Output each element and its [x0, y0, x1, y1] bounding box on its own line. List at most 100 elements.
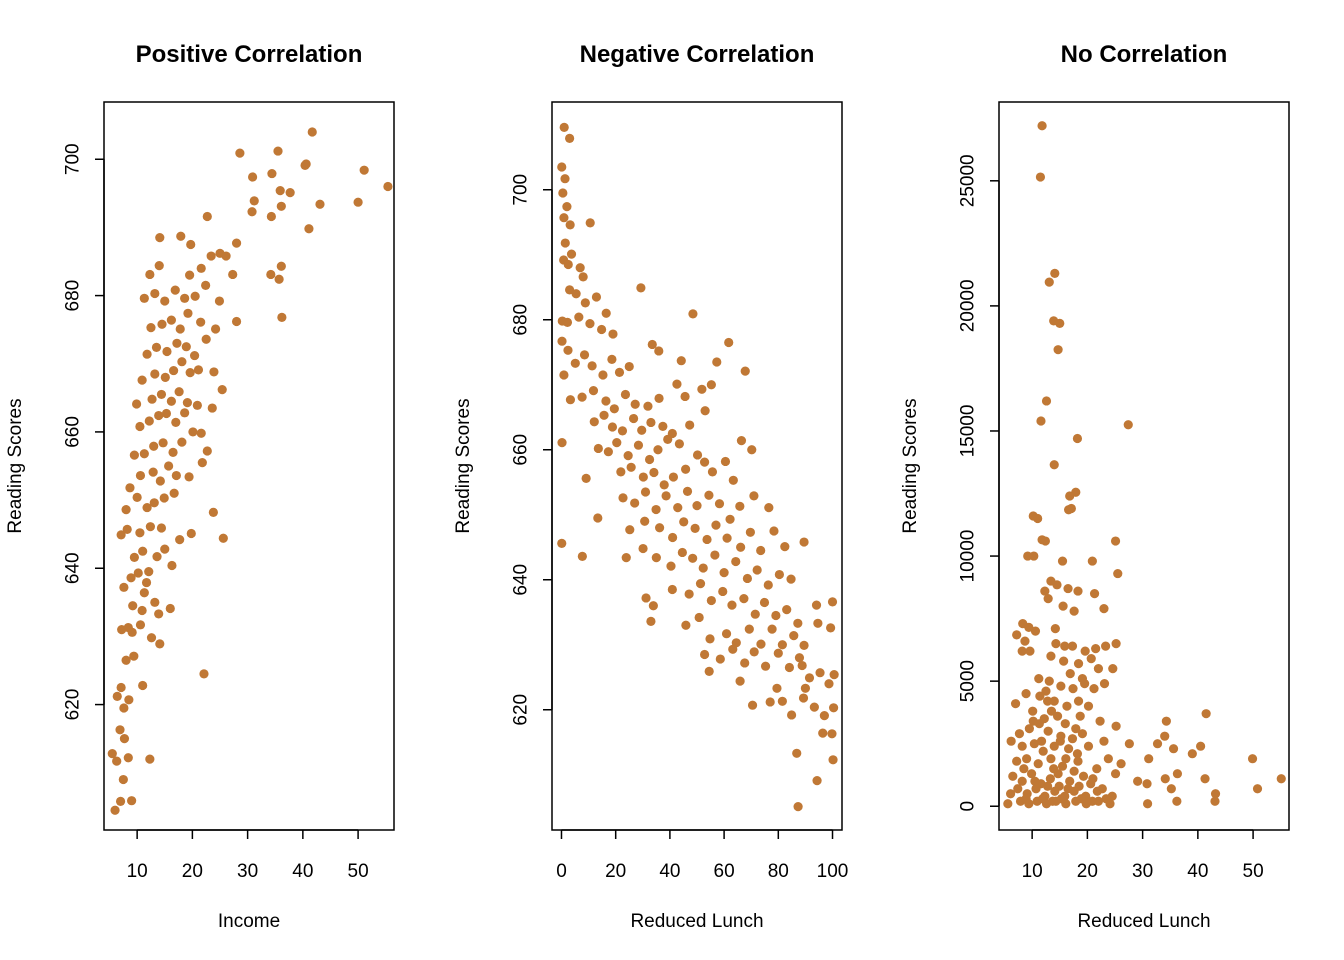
- data-point: [273, 146, 283, 156]
- data-point: [206, 251, 216, 261]
- data-point: [690, 523, 700, 534]
- data-point: [591, 292, 602, 302]
- data-point: [138, 546, 148, 556]
- data-point: [712, 357, 722, 367]
- data-point: [1030, 626, 1041, 636]
- data-point: [231, 316, 242, 327]
- data-point: [1093, 664, 1104, 674]
- data-point: [593, 513, 603, 523]
- data-point: [171, 470, 181, 481]
- data-point: [1061, 754, 1071, 764]
- data-point: [181, 342, 191, 352]
- data-point: [728, 475, 738, 485]
- data-point: [647, 339, 657, 350]
- data-point: [588, 386, 599, 396]
- y-tick-label: 20000: [958, 279, 979, 332]
- data-point: [275, 186, 285, 196]
- data-point: [1050, 268, 1060, 278]
- data-point: [1028, 706, 1038, 716]
- data-point: [724, 337, 734, 348]
- data-point: [692, 501, 702, 511]
- data-point: [638, 543, 648, 554]
- data-point: [764, 503, 774, 513]
- data-point: [177, 437, 187, 447]
- data-point: [1036, 416, 1046, 426]
- data-point: [1065, 776, 1075, 786]
- data-point: [1200, 774, 1210, 784]
- data-point: [720, 456, 731, 467]
- data-point: [1078, 771, 1089, 781]
- data-point: [681, 620, 691, 630]
- y-axis-label: Reading Scores: [453, 398, 474, 533]
- data-point: [1210, 789, 1221, 799]
- data-point: [135, 528, 145, 538]
- data-point: [749, 491, 759, 501]
- data-point: [804, 673, 815, 683]
- data-point: [625, 525, 635, 535]
- data-point: [142, 349, 152, 359]
- data-point: [150, 597, 160, 607]
- data-point: [138, 680, 148, 691]
- data-point: [146, 633, 157, 643]
- data-point: [1049, 741, 1059, 751]
- data-point: [139, 293, 149, 303]
- data-point: [1055, 736, 1065, 746]
- data-point: [190, 291, 200, 301]
- data-point: [815, 668, 825, 678]
- data-point: [697, 384, 707, 394]
- data-point: [1071, 724, 1081, 734]
- data-point: [756, 639, 766, 649]
- data-point: [172, 338, 182, 348]
- data-point: [818, 728, 828, 738]
- data-point: [828, 703, 839, 713]
- data-point: [1038, 746, 1048, 756]
- data-point: [1030, 776, 1040, 786]
- data-point: [651, 553, 661, 563]
- data-point: [1043, 781, 1053, 791]
- data-point: [1092, 786, 1102, 796]
- y-tick-label: 680: [63, 280, 84, 312]
- data-point: [565, 220, 575, 230]
- data-point: [559, 122, 569, 132]
- data-point: [692, 450, 703, 460]
- data-point: [1063, 784, 1073, 794]
- data-point: [559, 213, 569, 223]
- data-point: [1049, 764, 1059, 774]
- data-point: [1252, 784, 1263, 794]
- data-point: [119, 703, 129, 713]
- data-point: [1161, 716, 1171, 726]
- data-point: [127, 627, 137, 637]
- data-point: [1057, 556, 1068, 566]
- y-tick-label: 620: [511, 694, 532, 726]
- data-point: [1049, 696, 1059, 706]
- data-point: [648, 601, 658, 611]
- data-point: [706, 380, 716, 390]
- y-tick-label: 680: [511, 304, 532, 336]
- data-point: [192, 400, 202, 410]
- data-point: [1046, 706, 1057, 716]
- data-point: [1013, 784, 1023, 794]
- data-point: [135, 421, 145, 432]
- data-point: [209, 367, 219, 377]
- data-point: [1060, 641, 1070, 651]
- data-point: [1099, 679, 1110, 689]
- data-point: [740, 366, 750, 376]
- data-point: [1057, 761, 1068, 771]
- data-point: [813, 618, 823, 628]
- data-point: [1077, 674, 1088, 684]
- data-point: [562, 202, 572, 212]
- data-point: [180, 408, 190, 418]
- data-point: [199, 669, 209, 679]
- data-point: [150, 288, 160, 299]
- data-point: [1142, 779, 1152, 789]
- data-point: [1068, 684, 1078, 694]
- data-point: [353, 197, 363, 207]
- data-point: [747, 445, 757, 455]
- data-point: [699, 457, 710, 467]
- data-point: [1044, 277, 1054, 287]
- data-point: [1172, 796, 1182, 806]
- data-point: [124, 695, 134, 705]
- data-point: [137, 375, 147, 385]
- data-point: [1041, 686, 1051, 696]
- data-point: [1080, 646, 1090, 656]
